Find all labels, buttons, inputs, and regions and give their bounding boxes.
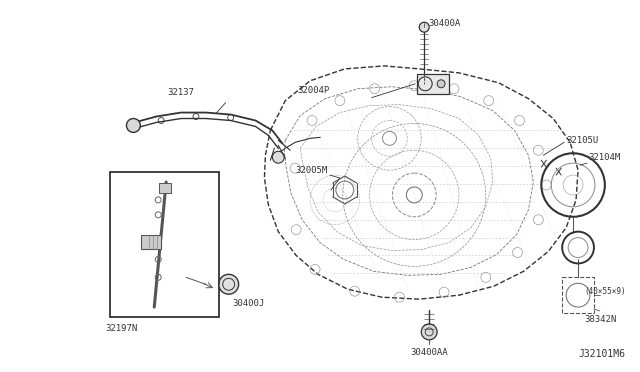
Bar — [109, 172, 219, 317]
Text: 38342N: 38342N — [584, 315, 616, 324]
Bar — [417, 74, 449, 94]
Bar — [562, 277, 594, 313]
Text: J32101M6: J32101M6 — [579, 349, 626, 359]
Text: 32105U: 32105U — [566, 136, 598, 145]
Text: 30400J: 30400J — [233, 299, 265, 308]
Ellipse shape — [437, 80, 445, 88]
Text: 32104M: 32104M — [588, 153, 620, 162]
Ellipse shape — [419, 22, 429, 32]
Bar — [141, 235, 161, 248]
Ellipse shape — [219, 274, 239, 294]
Text: 32004P: 32004P — [298, 86, 330, 95]
Text: 30400A: 30400A — [428, 19, 460, 28]
Ellipse shape — [273, 151, 284, 163]
Bar — [159, 183, 171, 193]
Text: 32197N: 32197N — [106, 324, 138, 333]
Text: 32137: 32137 — [168, 88, 195, 97]
Text: 32005M: 32005M — [296, 166, 328, 174]
Text: (40×55×9): (40×55×9) — [584, 287, 626, 296]
Ellipse shape — [421, 324, 437, 340]
Text: 30400AA: 30400AA — [410, 348, 448, 357]
Ellipse shape — [127, 119, 140, 132]
